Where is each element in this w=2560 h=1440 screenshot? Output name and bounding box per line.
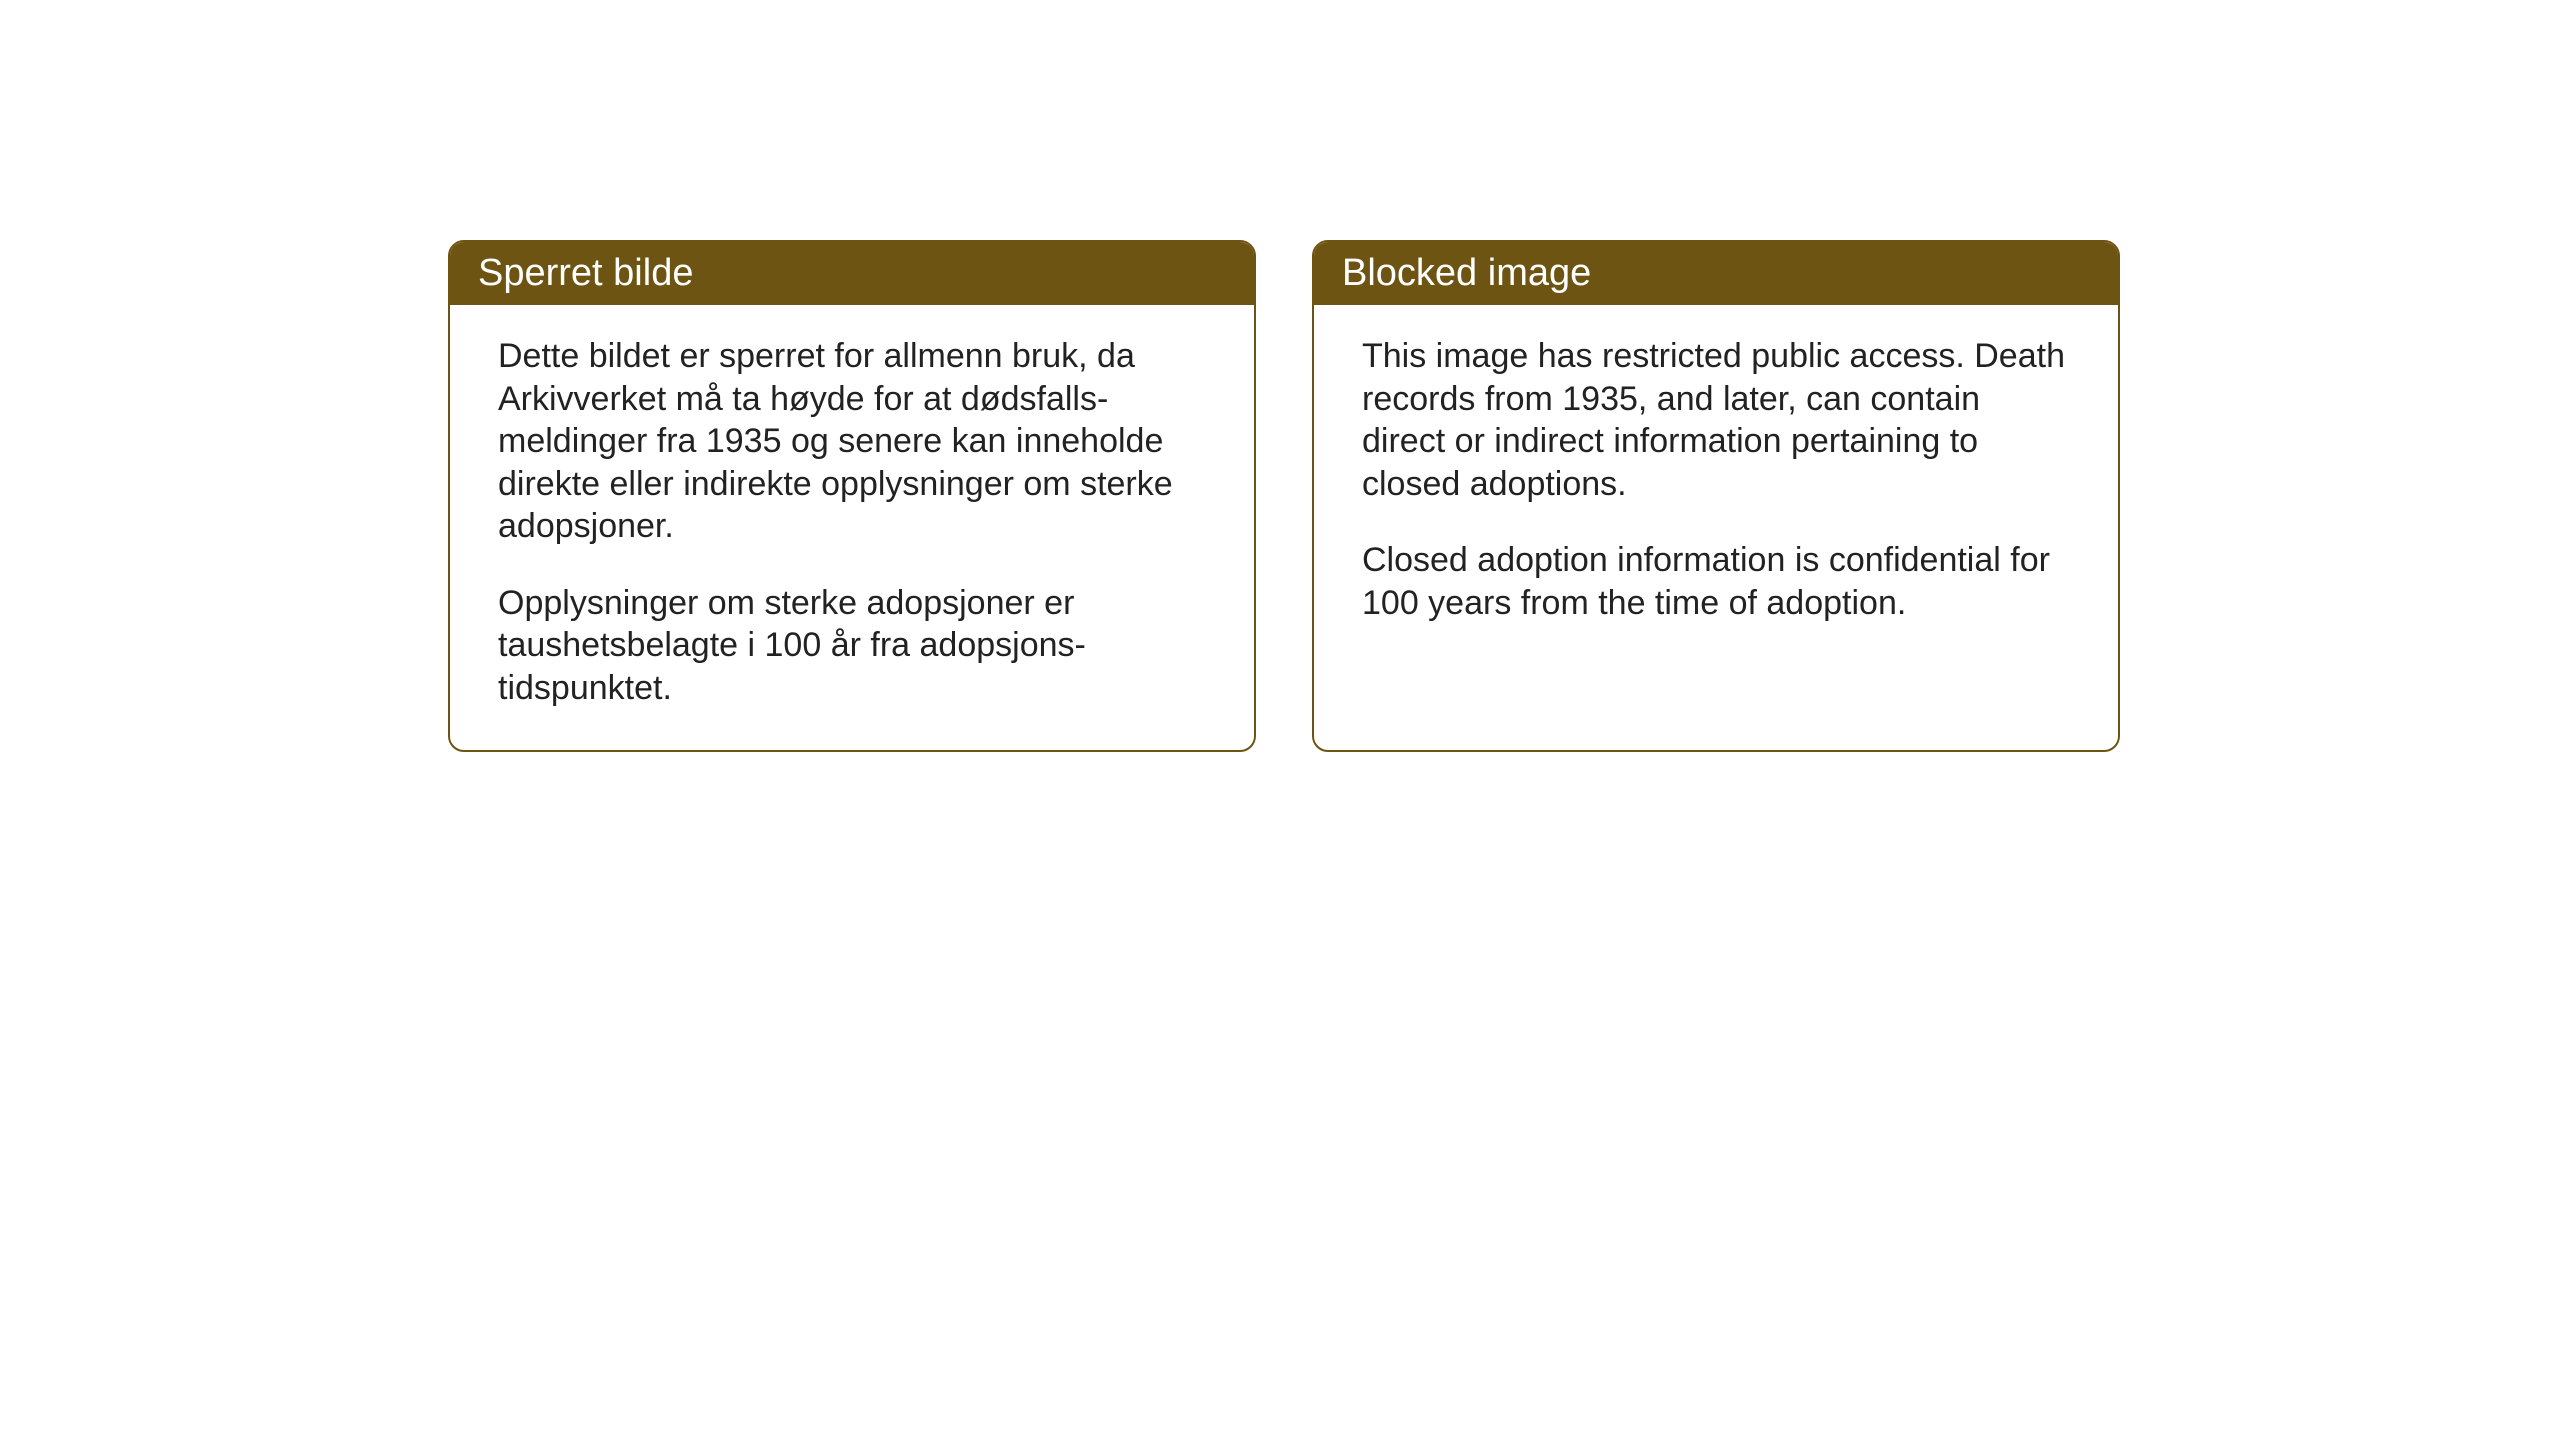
english-card-body: This image has restricted public access.… [1314, 305, 2118, 664]
norwegian-paragraph-1: Dette bildet er sperret for allmenn bruk… [498, 335, 1206, 548]
notice-container: Sperret bilde Dette bildet er sperret fo… [448, 240, 2120, 752]
norwegian-notice-card: Sperret bilde Dette bildet er sperret fo… [448, 240, 1256, 752]
english-card-title: Blocked image [1314, 242, 2118, 305]
norwegian-card-body: Dette bildet er sperret for allmenn bruk… [450, 305, 1254, 749]
english-paragraph-2: Closed adoption information is confident… [1362, 539, 2070, 624]
english-notice-card: Blocked image This image has restricted … [1312, 240, 2120, 752]
norwegian-card-title: Sperret bilde [450, 242, 1254, 305]
norwegian-paragraph-2: Opplysninger om sterke adopsjoner er tau… [498, 582, 1206, 710]
english-paragraph-1: This image has restricted public access.… [1362, 335, 2070, 505]
